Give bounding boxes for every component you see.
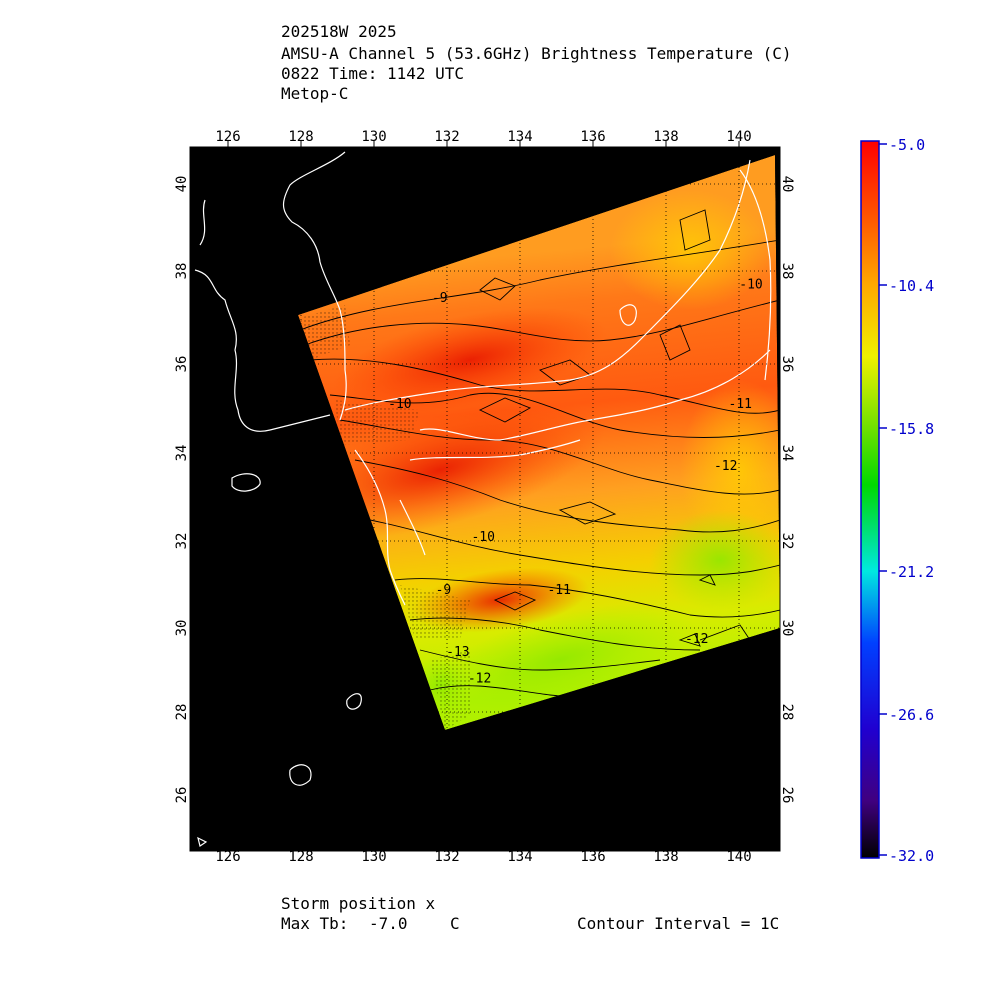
contour-value-label: -12 [685, 632, 708, 647]
sado-island [619, 304, 637, 326]
lon-label: 130 [361, 849, 386, 865]
lat-label: 34 [174, 445, 190, 462]
lat-label: 36 [174, 356, 190, 373]
contour-value-label: -9 [432, 291, 448, 306]
colorbar-label: -15.8 [889, 420, 934, 438]
colorbar-label: -26.6 [889, 706, 934, 724]
colorbar-label: -32.0 [889, 847, 934, 865]
title-time: 0822 Time: 1142 UTC [281, 64, 465, 83]
contour-value-label: -13 [446, 645, 469, 660]
contour-interval-text: Contour Interval = 1C [577, 914, 780, 933]
title-satellite: Metop-C [281, 84, 349, 103]
colorbar [860, 140, 880, 859]
lat-label: 38 [174, 263, 190, 280]
title-storm-id: 202518W 2025 [281, 22, 397, 41]
max-tb-value: -7.0 [369, 914, 408, 933]
contour-value-label: -12 [468, 672, 491, 687]
lon-label: 132 [434, 129, 459, 145]
korea-east-coast [282, 151, 347, 421]
contour-value-label: -9 [436, 583, 452, 598]
lon-label: 128 [288, 849, 313, 865]
lon-label: 136 [580, 849, 605, 865]
lat-label: 28 [174, 704, 190, 721]
lon-label: 140 [726, 129, 751, 145]
lat-label: 36 [779, 356, 795, 373]
contour-value-label: -12 [714, 459, 737, 474]
lat-labels-right: 26 28 30 32 34 36 38 40 [779, 176, 795, 804]
korea-west-coast [194, 199, 331, 432]
honshu-east [739, 169, 772, 381]
contour-lines [299, 209, 780, 697]
title-product: AMSU-A Channel 5 (53.6GHz) Brightness Te… [281, 44, 792, 63]
max-tb-label: Max Tb: [281, 914, 349, 933]
honshu-south [419, 349, 771, 441]
kyushu-west [354, 449, 406, 606]
lon-label: 138 [653, 849, 678, 865]
contour-labels: -9 -10 -10 -11 -12 -10 -9 -11 -13 -12 -12 [388, 278, 763, 687]
frame-ticks [227, 141, 740, 147]
lon-label: 138 [653, 129, 678, 145]
storm-position-text: Storm position x [281, 894, 436, 913]
lon-label: 130 [361, 129, 386, 145]
lon-label: 126 [215, 849, 240, 865]
lat-label: 40 [779, 176, 795, 193]
lat-label: 32 [174, 533, 190, 550]
lat-label: 30 [174, 620, 190, 637]
lon-label: 136 [580, 129, 605, 145]
contour-value-label: -11 [728, 397, 751, 412]
colorbar-label: -10.4 [889, 277, 934, 295]
lon-label: 134 [507, 849, 532, 865]
colorbar-label: -5.0 [889, 136, 925, 154]
lat-labels-left: 26 28 30 32 34 36 38 40 [174, 176, 190, 804]
lat-label: 26 [779, 787, 795, 804]
lat-label: 30 [779, 620, 795, 637]
map-frame [189, 146, 781, 852]
lon-label: 134 [507, 129, 532, 145]
lon-label: 132 [434, 849, 459, 865]
contour-value-label: -10 [388, 397, 411, 412]
lon-label: 126 [215, 129, 240, 145]
honshu-north [344, 159, 751, 411]
island-sw [197, 836, 208, 847]
contour-value-label: -10 [739, 278, 762, 293]
lat-label: 40 [174, 176, 190, 193]
okinawa [289, 764, 312, 786]
contour-value-label: -10 [471, 530, 494, 545]
lat-label: 34 [779, 445, 795, 462]
lat-label: 28 [779, 704, 795, 721]
colorbar-label: -21.2 [889, 563, 934, 581]
lat-label: 26 [174, 787, 190, 804]
max-tb-unit: C [450, 914, 460, 933]
colorbar-ticks [879, 143, 887, 856]
shikoku [409, 439, 581, 461]
colorbar-labels: -5.0 -10.4 -15.8 -21.2 -26.6 -32.0 [889, 136, 934, 865]
kyushu-east [399, 499, 426, 556]
coastlines [194, 151, 772, 847]
lat-label: 38 [779, 263, 795, 280]
lon-label: 128 [288, 129, 313, 145]
amami-island [346, 693, 362, 710]
lon-labels-top: 126 128 130 132 134 136 138 140 [215, 129, 751, 145]
lat-label: 32 [779, 533, 795, 550]
lon-labels-bottom: 126 128 130 132 134 136 138 140 [215, 849, 751, 865]
lon-label: 140 [726, 849, 751, 865]
jeju-island [231, 473, 261, 492]
contour-value-label: -11 [547, 583, 570, 598]
